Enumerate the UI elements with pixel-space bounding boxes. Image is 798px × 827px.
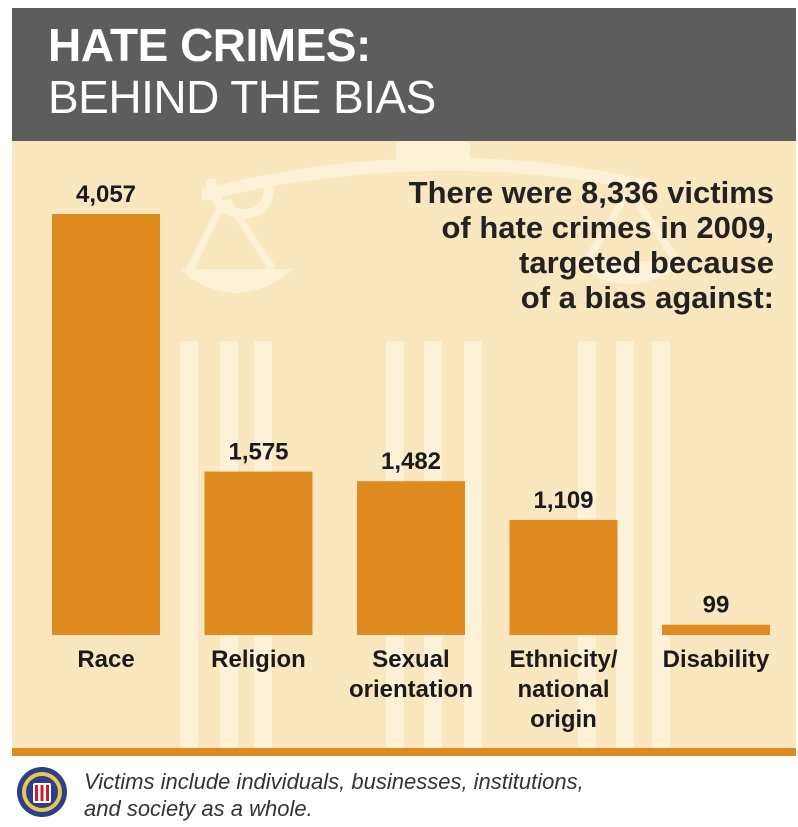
title-line-2: BEHIND THE BIAS (48, 71, 436, 123)
footer-line-2: and society as a whole. (84, 796, 313, 821)
category-label-1-0: Religion (211, 646, 306, 673)
bar-3 (509, 519, 618, 635)
value-label-1: 1,575 (228, 439, 288, 466)
value-label-0: 4,057 (76, 181, 136, 208)
summary-line-3: targeted because (519, 245, 774, 280)
summary-line-2: of hate crimes in 2009, (441, 210, 774, 245)
summary-line-1: There were 8,336 victims (408, 175, 774, 210)
category-label-4-0: Disability (663, 646, 770, 673)
scales-of-justice-icon (180, 141, 688, 748)
category-label-2-0: Sexual (372, 646, 449, 673)
fbi-seal-icon (17, 767, 67, 817)
summary-note: There were 8,336 victims of hate crimes … (314, 175, 774, 315)
bar-4 (662, 624, 770, 635)
chart-panel: There were 8,336 victims of hate crimes … (12, 141, 796, 748)
bar-2 (357, 481, 465, 635)
divider-rule (12, 748, 796, 756)
footer-note: Victims include individuals, businesses,… (84, 768, 784, 822)
value-label-3: 1,109 (533, 487, 593, 514)
value-label-2: 1,482 (381, 448, 441, 475)
category-label-3-0: Ethnicity/ (509, 646, 617, 673)
summary-line-4: of a bias against: (520, 280, 774, 315)
title-line-1: HATE CRIMES: (48, 19, 371, 71)
category-label-2-1: orientation (349, 676, 473, 703)
category-label-3-2: origin (530, 706, 597, 733)
header-banner: HATE CRIMES: BEHIND THE BIAS (12, 8, 796, 141)
category-label-0-0: Race (77, 646, 134, 673)
value-label-4: 99 (703, 592, 730, 619)
bar-0 (52, 214, 160, 635)
category-label-3-1: national (517, 676, 609, 703)
bar-chart: 4,057 Race 1,575 Religion 1,482 Sexual orienta… (52, 181, 770, 733)
footer-line-1: Victims include individuals, businesses,… (84, 769, 584, 794)
bar-1 (204, 471, 313, 635)
